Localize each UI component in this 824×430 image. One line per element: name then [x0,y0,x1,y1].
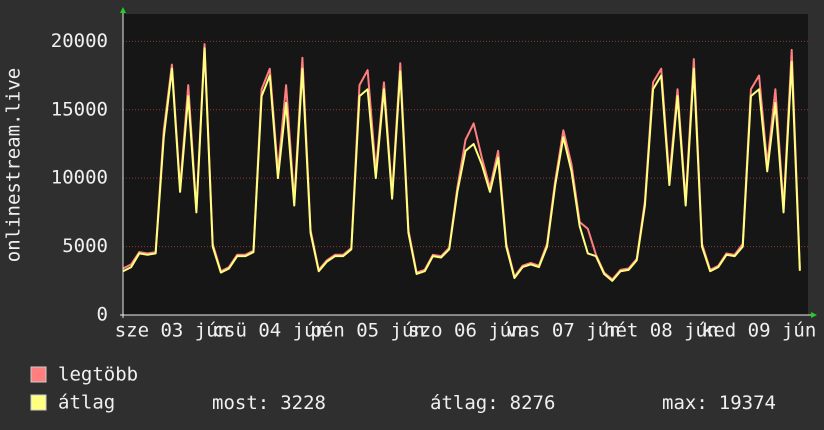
y-tick-label: 20000 [51,30,108,52]
x-tick-label: pén 05 jún [310,320,424,342]
x-tick-label: szo 06 jún [408,320,522,342]
axis-arrow [120,7,126,13]
x-tick-label: csü 04 jún [213,320,327,342]
x-tick-label: sze 03 jún [115,320,229,342]
stat: max: 19374 [662,392,776,414]
legend: legtöbb átlag most: 3228 átlag: 8276 max: 19374 [30,364,776,414]
axis-arrow [811,312,817,318]
stat: átlag: 8276 [430,392,555,414]
y-tick-label: 15000 [51,98,108,120]
x-tick-label: vas 07 jún [506,320,620,342]
legend-label: legtöbb [58,364,138,386]
x-tick-label: ked 09 jún [702,320,816,342]
stat-value: 3228 [280,392,326,414]
stat-label: max: [662,392,708,414]
legend-swatch [30,366,47,383]
x-tick-label: hét 08 jún [604,320,718,342]
y-axis-label: onlinestream.live [3,68,25,262]
legend-label: átlag [58,392,115,414]
legend-swatch [30,394,47,411]
y-tick-label: 0 [97,304,108,326]
stat-value: 8276 [510,392,556,414]
y-tick-label: 5000 [62,235,108,257]
series-line [122,47,801,282]
stat-label: átlag: [430,392,499,414]
stat-label: most: [212,392,269,414]
stat-value: 19374 [719,392,776,414]
y-tick-label: 10000 [51,167,108,189]
stat: most: 3228 [212,392,326,414]
lines [122,43,801,282]
